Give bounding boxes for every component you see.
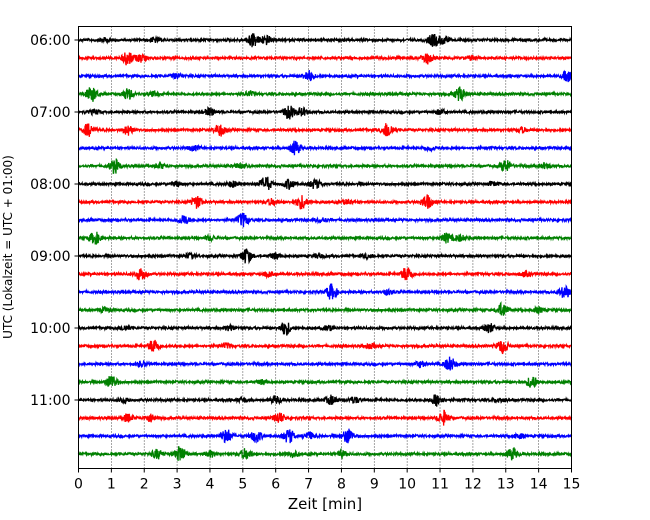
x-tick-label-13: 13 (497, 477, 515, 493)
x-tick-label-4: 4 (206, 477, 215, 493)
trace-0915 (78, 267, 573, 281)
x-tick-label-6: 6 (271, 477, 280, 493)
x-tick-label-5: 5 (238, 477, 247, 493)
trace-1145 (77, 446, 573, 461)
trace-0930 (78, 283, 573, 300)
trace-1015 (77, 339, 572, 355)
x-tick-label-2: 2 (140, 477, 149, 493)
trace-1100 (78, 394, 573, 407)
y-tick-label-0900: 09:00 (30, 249, 70, 265)
y-tick-label-0600: 06:00 (30, 33, 70, 49)
x-tick-label-0: 0 (74, 477, 83, 493)
x-tick-label-7: 7 (304, 477, 313, 493)
trace-0730 (78, 140, 573, 156)
y-axis-ticks: 06:00 07:00 08:00 09:00 10:00 11:00 (30, 33, 79, 409)
x-axis-ticks: 0 1 2 3 4 5 6 7 8 9 10 11 12 13 14 15 (74, 468, 581, 493)
trace-0630 (77, 69, 573, 83)
x-axis-label: Zeit [min] (288, 495, 362, 513)
trace-0830 (77, 212, 573, 228)
trace-0700 (77, 105, 573, 120)
x-tick-label-11: 11 (431, 477, 449, 493)
trace-1115 (77, 409, 573, 426)
y-tick-label-0700: 07:00 (30, 105, 70, 121)
trace-0645 (77, 86, 573, 102)
trace-0600 (77, 33, 572, 48)
trace-1130 (77, 428, 573, 444)
x-tick-label-15: 15 (563, 477, 581, 493)
seismic-traces (77, 33, 573, 461)
trace-0815 (78, 194, 572, 210)
trace-0900 (77, 248, 573, 265)
x-tick-label-8: 8 (337, 477, 346, 493)
y-tick-label-0800: 08:00 (30, 177, 70, 193)
plot-frame (78, 26, 572, 469)
trace-0945 (77, 301, 572, 316)
y-axis-label: UTC (Lokalzeit = UTC + 01:00) (1, 155, 15, 339)
x-tick-label-9: 9 (370, 477, 379, 493)
trace-1000 (77, 322, 573, 336)
y-tick-label-1100: 11:00 (30, 393, 70, 409)
trace-0615 (77, 52, 573, 66)
trace-0800 (77, 176, 572, 190)
x-tick-label-12: 12 (464, 477, 482, 493)
trace-0715 (77, 123, 573, 137)
x-tick-label-1: 1 (107, 477, 116, 493)
trace-0745 (78, 158, 573, 175)
x-tick-label-14: 14 (530, 477, 548, 493)
trace-0845 (77, 231, 573, 245)
x-tick-label-10: 10 (398, 477, 416, 493)
trace-1030 (78, 356, 572, 371)
trace-1045 (78, 375, 572, 389)
x-tick-label-3: 3 (173, 477, 182, 493)
y-tick-label-1000: 10:00 (30, 321, 70, 337)
